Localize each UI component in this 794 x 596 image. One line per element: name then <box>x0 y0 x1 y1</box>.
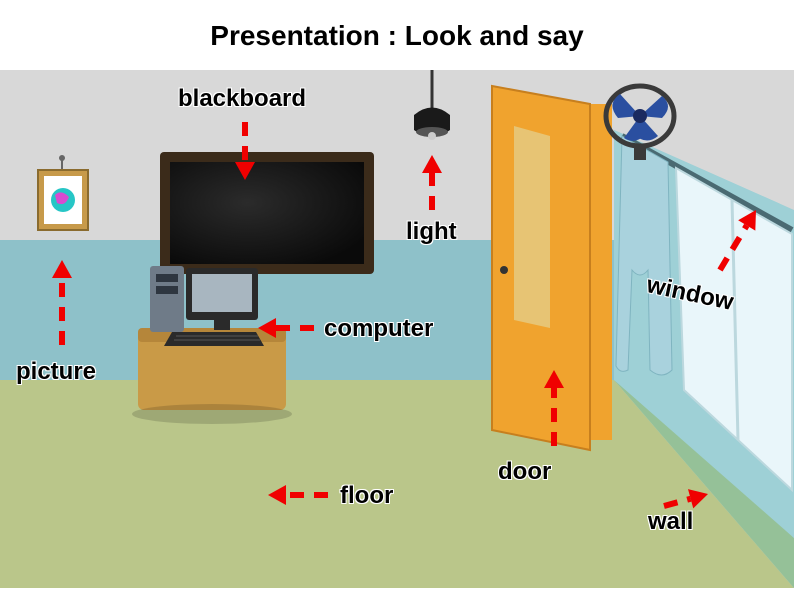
title: Presentation : Look and say <box>0 20 794 52</box>
label-computer: computer <box>324 315 433 343</box>
label-light: light <box>406 218 457 246</box>
label-picture: picture <box>16 358 96 386</box>
label-door: door <box>498 458 551 486</box>
label-wall: wall <box>648 508 693 536</box>
label-blackboard: blackboard <box>178 85 306 113</box>
classroom-scene: blackboard light picture computer window… <box>0 70 794 588</box>
blackboard <box>160 152 374 274</box>
label-floor: floor <box>340 482 393 510</box>
